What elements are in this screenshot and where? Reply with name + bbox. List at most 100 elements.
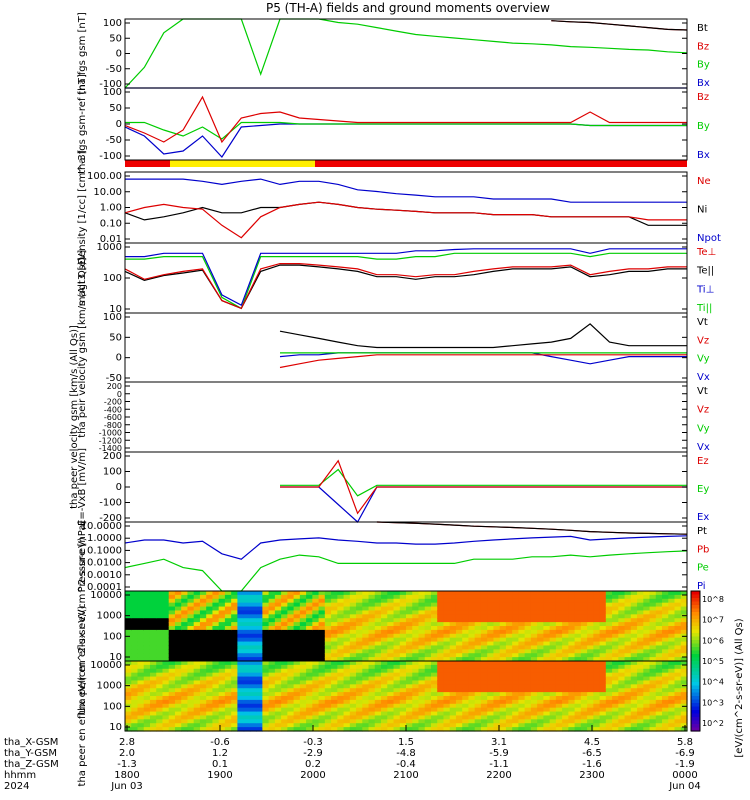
- heatmap-cell: [381, 626, 388, 631]
- heatmap-cell: [406, 699, 413, 705]
- heatmap-cell: [262, 664, 270, 670]
- heatmap-cell: [487, 633, 495, 639]
- heatmap-cell: [268, 633, 276, 639]
- colorbar-frame: [690, 590, 701, 732]
- heatmap-cell: [368, 672, 376, 678]
- heatmap-cell: [193, 668, 201, 674]
- heatmap-cell: [193, 696, 201, 701]
- heatmap-cell: [399, 703, 407, 709]
- heatmap-cell: [374, 645, 382, 650]
- heatmap-cell: [156, 614, 164, 619]
- heatmap-cell: [281, 684, 288, 689]
- heatmap-cell: [412, 622, 420, 627]
- heatmap-cell: [637, 699, 644, 705]
- y-axis-label: tha fgs gsm-ref [nT]: [77, 74, 88, 174]
- heatmap-cell: [462, 699, 470, 705]
- heatmap-cell: [406, 622, 413, 627]
- heatmap-cell: [499, 711, 507, 717]
- heatmap-cell: [268, 711, 276, 717]
- heatmap-cell: [399, 684, 407, 689]
- heatmap-cell: [499, 664, 507, 670]
- heatmap-cell: [668, 653, 676, 658]
- heatmap-cell: [287, 641, 295, 647]
- heatmap-cell: [537, 719, 544, 724]
- heatmap-cell: [455, 723, 463, 728]
- heatmap-cell: [318, 668, 326, 674]
- heatmap-cell: [549, 707, 557, 713]
- heatmap-cell: [374, 629, 382, 635]
- y-tick-label: 0.1000: [87, 545, 122, 556]
- heatmap-cell: [537, 637, 544, 643]
- heatmap-cell: [206, 641, 214, 647]
- heatmap-cell: [537, 591, 544, 596]
- heatmap-cell: [599, 594, 607, 600]
- heatmap-cell: [574, 606, 582, 612]
- heatmap-cell: [193, 688, 201, 693]
- heatmap-cell: [643, 696, 651, 701]
- heatmap-cell: [462, 711, 470, 717]
- heatmap-cell: [474, 661, 482, 666]
- heatmap-cell: [281, 723, 288, 728]
- heatmap-cell: [612, 676, 619, 682]
- heatmap-cell: [306, 680, 313, 685]
- heatmap-cell: [149, 723, 157, 728]
- heatmap-cell: [237, 727, 245, 732]
- heatmap-cell: [218, 626, 226, 631]
- heatmap-cell: [424, 653, 432, 658]
- heatmap-cell: [293, 602, 301, 608]
- heatmap-cell: [487, 664, 495, 670]
- heatmap-cell: [387, 699, 395, 705]
- colorbar-tick: 10^8: [702, 595, 724, 604]
- heatmap-cell: [343, 672, 351, 678]
- heatmap-cell: [125, 668, 132, 674]
- heatmap-cell: [430, 645, 438, 650]
- heatmap-cell: [274, 664, 282, 670]
- heatmap-cell: [443, 626, 451, 631]
- heatmap-cell: [593, 641, 601, 647]
- heatmap-cell: [393, 664, 401, 670]
- heatmap-cell: [655, 653, 663, 658]
- heatmap-cell: [643, 707, 651, 713]
- heatmap-cell: [299, 626, 307, 631]
- heatmap-cell: [518, 618, 526, 623]
- heatmap-cell: [580, 664, 588, 670]
- heatmap-cell: [249, 696, 257, 701]
- heatmap-cell: [399, 711, 407, 717]
- heatmap-cell: [449, 618, 457, 623]
- heatmap-cell: [125, 645, 132, 650]
- heatmap-cell: [281, 703, 288, 709]
- heatmap-cell: [474, 602, 482, 608]
- heatmap-cell: [662, 672, 669, 678]
- heatmap-cell: [487, 668, 495, 674]
- heatmap-cell: [143, 661, 151, 666]
- heatmap-cell: [505, 680, 513, 685]
- heatmap-cell: [593, 618, 601, 623]
- heatmap-cell: [430, 727, 438, 732]
- heatmap-cell: [662, 622, 669, 627]
- heatmap-cell: [174, 641, 182, 647]
- heatmap-cell: [268, 653, 276, 658]
- heatmap-cell: [549, 610, 557, 615]
- heatmap-cell: [356, 637, 363, 643]
- heatmap-cell: [524, 629, 532, 635]
- heatmap-cell: [206, 602, 214, 608]
- heatmap-cell: [125, 637, 132, 643]
- heatmap-cell: [662, 723, 669, 728]
- heatmap-cell: [387, 637, 395, 643]
- heatmap-cell: [674, 711, 682, 717]
- heatmap-cell: [443, 664, 451, 670]
- heatmap-cell: [137, 653, 145, 658]
- heatmap-cell: [412, 633, 420, 639]
- heatmap-cell: [168, 719, 176, 724]
- heatmap-cell: [237, 707, 245, 713]
- heatmap-cell: [362, 606, 370, 612]
- heatmap-cell: [193, 727, 201, 732]
- heatmap-cell: [512, 626, 519, 631]
- heatmap-cell: [493, 684, 501, 689]
- heatmap-cell: [231, 633, 238, 639]
- heatmap-cell: [268, 657, 276, 662]
- heatmap-cell: [131, 699, 139, 705]
- x-tick-value: -4.8: [396, 748, 416, 759]
- y-tick-label: 10.00: [93, 187, 122, 198]
- legend-Pt: Pt: [697, 526, 707, 537]
